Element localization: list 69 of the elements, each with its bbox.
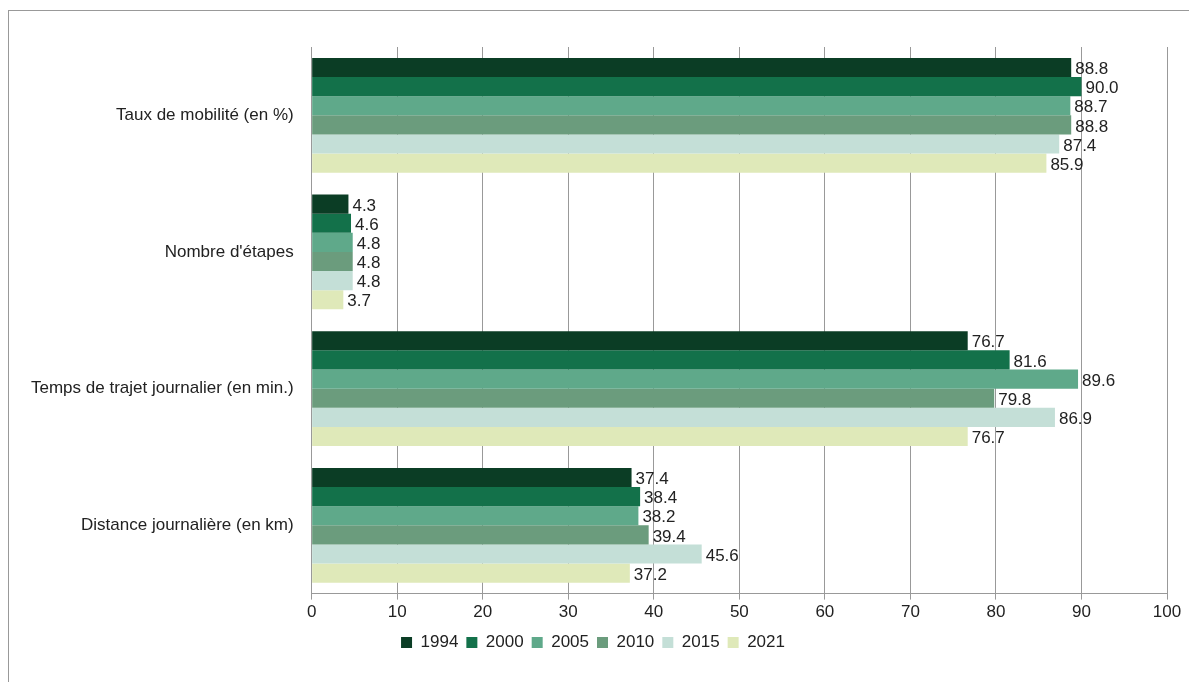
bar <box>312 467 632 488</box>
data-label: 79.8 <box>998 389 1032 409</box>
bar <box>312 388 995 408</box>
data-label: 4.8 <box>356 253 381 273</box>
x-tick-label: 50 <box>729 602 749 622</box>
x-tick-label: 80 <box>986 602 1006 622</box>
legend-label: 2021 <box>747 632 785 652</box>
bar <box>312 544 702 564</box>
data-label: 90.0 <box>1085 78 1119 98</box>
data-label: 88.8 <box>1075 116 1109 136</box>
y-tick-label: Temps de trajet journalier (en min.) <box>30 378 294 398</box>
data-label: 37.2 <box>633 564 667 584</box>
x-tick-label: 100 <box>1152 602 1182 622</box>
data-label: 38.2 <box>642 507 676 527</box>
bar <box>312 525 649 545</box>
bar <box>312 232 353 252</box>
data-label: 37.4 <box>635 469 669 489</box>
x-tick-label: 0 <box>306 602 317 622</box>
bar <box>312 290 344 310</box>
legend-label: 2010 <box>616 632 655 652</box>
data-label: 4.8 <box>356 272 381 292</box>
bar <box>312 77 1082 97</box>
bar <box>312 369 1079 389</box>
bar <box>312 331 968 351</box>
bar <box>312 251 353 272</box>
legend-label: 2005 <box>551 632 590 652</box>
x-tick-label: 20 <box>473 602 493 622</box>
data-label: 86.9 <box>1058 409 1093 429</box>
data-label: 39.4 <box>652 526 686 546</box>
data-label: 4.8 <box>356 234 381 254</box>
bar <box>312 96 1071 116</box>
y-tick-label: Distance journalière (en km) <box>81 514 294 534</box>
legend-label: 2000 <box>485 632 524 652</box>
bar <box>312 213 352 233</box>
data-label: 87.4 <box>1063 135 1097 155</box>
bar <box>312 194 349 214</box>
data-label: 88.8 <box>1075 59 1109 79</box>
data-label: 85.9 <box>1050 154 1084 174</box>
x-tick-label: 40 <box>644 602 664 622</box>
data-label: 76.7 <box>971 428 1005 448</box>
x-tick-label: 10 <box>387 602 407 622</box>
bar <box>312 350 1010 370</box>
data-label: 4.6 <box>355 214 379 234</box>
bar <box>312 426 968 447</box>
data-label: 3.7 <box>347 291 371 311</box>
legend-label: 1994 <box>420 632 459 652</box>
y-tick-label: Taux de mobilité (en %) <box>116 105 294 125</box>
data-label: 45.6 <box>705 545 739 565</box>
data-label: 88.7 <box>1074 97 1108 117</box>
bar <box>312 153 1047 173</box>
legend-label: 2015 <box>681 632 720 652</box>
data-label: 38.4 <box>644 488 678 508</box>
bar <box>312 563 630 583</box>
bar <box>312 487 641 507</box>
bar <box>312 57 1072 78</box>
data-label: 76.7 <box>971 332 1005 352</box>
bar <box>312 115 1072 135</box>
bar <box>312 506 639 526</box>
data-label: 4.3 <box>352 195 377 215</box>
bar <box>312 271 353 291</box>
x-tick-label: 30 <box>558 602 578 622</box>
x-tick-label: 90 <box>1072 602 1091 622</box>
data-label: 89.6 <box>1082 370 1116 390</box>
y-tick-label: Nombre d'étapes <box>164 241 294 261</box>
bar <box>312 134 1060 154</box>
data-label: 81.6 <box>1013 351 1047 371</box>
x-tick-label: 60 <box>815 602 835 622</box>
x-tick-label: 70 <box>900 602 920 622</box>
bar <box>312 407 1055 427</box>
